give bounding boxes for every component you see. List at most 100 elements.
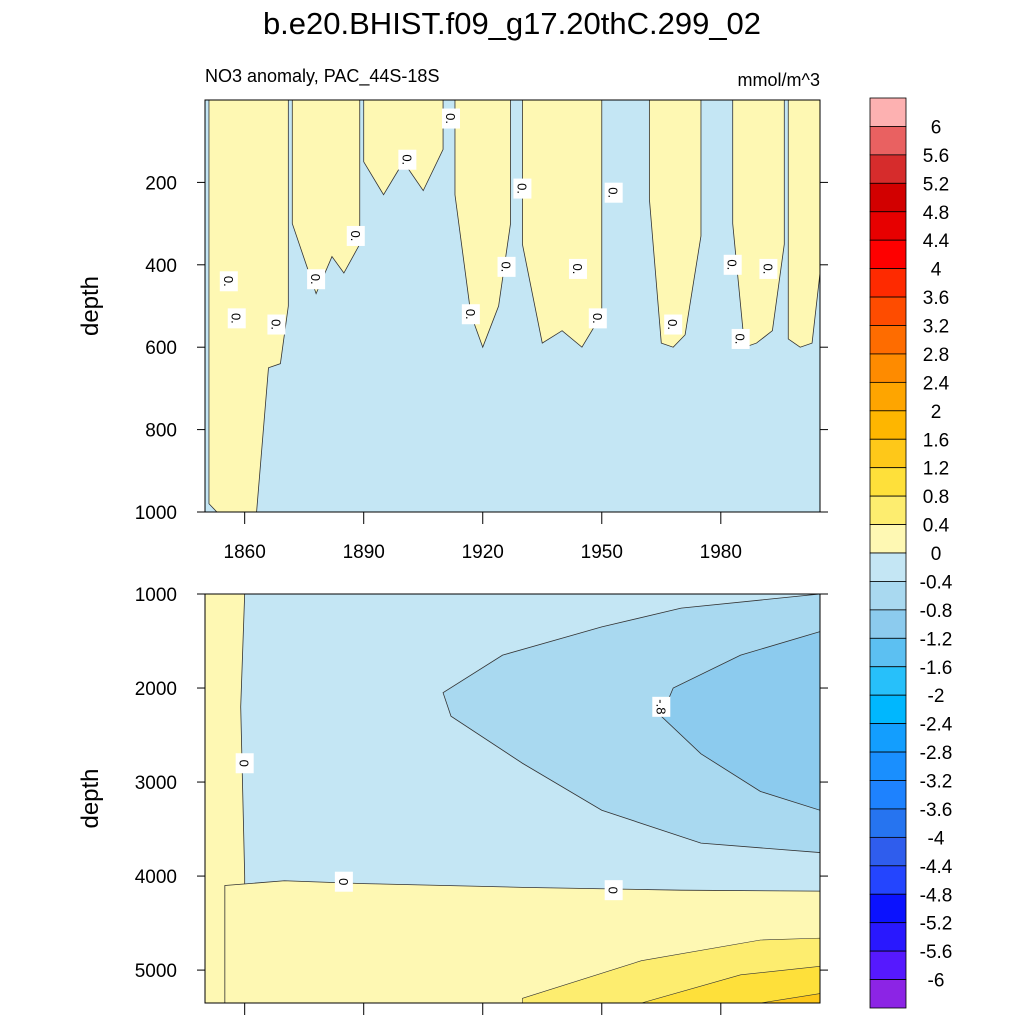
positive-band-3 [454, 100, 511, 349]
colorbar-label: 2.8 [923, 345, 949, 366]
colorbar-swatch [869, 381, 907, 412]
panel-lower-frame [204, 593, 821, 1004]
contour-label-text: 0 [606, 887, 621, 894]
contour-label-text: 0. [725, 259, 740, 270]
colorbar-swatch [869, 410, 907, 440]
colorbar-label: -3.2 [920, 772, 953, 793]
panel-lower-plot: 0 0 0 -.8 [205, 594, 820, 1003]
colorbar-label: 0.8 [923, 487, 949, 508]
colorbar-swatch [869, 893, 907, 924]
xtick-label: 1920 [462, 542, 504, 563]
colorbar-swatch [869, 211, 907, 241]
colorbar-swatch [869, 239, 907, 270]
negative-core [442, 594, 820, 853]
contour-label-text: 0. [443, 113, 458, 124]
colorbar-label: -2.4 [920, 715, 953, 736]
colorbar-swatch [869, 325, 907, 355]
colorbar-swatch [869, 666, 907, 696]
positive-band-2 [363, 100, 444, 196]
contour-label-text: 0. [514, 183, 529, 194]
colorbar-swatch [869, 865, 907, 895]
colorbar-label: -5.6 [920, 942, 953, 963]
positive-band-1 [291, 100, 361, 295]
colorbar-label: 3.6 [923, 288, 949, 309]
colorbar-swatch [869, 836, 907, 867]
contour-label: 0. [513, 178, 532, 199]
colorbar-label: -4 [928, 828, 945, 849]
yaxis-label: depth [77, 768, 104, 828]
ytick-label: 4000 [135, 867, 177, 888]
colorbar-swatch [869, 637, 907, 668]
colorbar-swatch [869, 552, 907, 582]
ytick-label: 600 [145, 338, 177, 359]
colorbar-label: 4 [931, 260, 942, 281]
colorbar-swatch [869, 723, 907, 753]
contour-label-text: 0. [570, 263, 585, 274]
colorbar-swatch [869, 694, 907, 725]
colorbar-label: 2 [931, 402, 942, 423]
colorbar-label: -2.8 [920, 743, 953, 764]
colorbar-label: -1.6 [920, 658, 953, 679]
colorbar-swatch [869, 950, 907, 980]
contour-label: 0. [723, 254, 742, 275]
ytick-label: 200 [145, 173, 177, 194]
colorbar-swatch [869, 268, 907, 298]
contour-label: 0 [604, 880, 623, 901]
contour-label-text: 0. [760, 263, 775, 274]
colorbar-label: 4.4 [923, 231, 950, 252]
positive-region-deep-4 [760, 993, 820, 1003]
xtick-label: 1950 [581, 542, 623, 563]
contour-label-text: 0 [237, 760, 252, 767]
contour-label: 0. [604, 182, 623, 203]
contour-label-text: 0. [348, 231, 363, 242]
colorbar-swatch [869, 780, 907, 810]
contour-label: -.8 [652, 696, 671, 717]
ytick-label: 5000 [135, 961, 177, 982]
contour-label-text: 0. [463, 309, 478, 320]
ytick-label: 400 [145, 256, 177, 277]
colorbar-label: 2.4 [923, 373, 950, 394]
positive-band-7 [787, 100, 820, 348]
colorbar-label: -0.8 [920, 601, 953, 622]
contour-label: 0. [346, 225, 365, 246]
colorbar-swatch [869, 296, 907, 326]
chart-subtitle: NO3 anomaly, PAC_44S-18S [205, 66, 439, 87]
contour-label-text: 0. [308, 274, 323, 285]
colorbar-label: 3.2 [923, 317, 949, 338]
colorbar-label: -3.6 [920, 800, 953, 821]
colorbar-swatch [869, 524, 907, 554]
contour-label: 0. [267, 314, 286, 335]
chart-title: b.e20.BHIST.f09_g17.20thC.299_02 [263, 6, 761, 41]
colorbar-swatch [869, 353, 907, 383]
colorbar-label: 0 [931, 544, 942, 565]
positive-band-4 [522, 100, 603, 348]
contour-label: 0. [568, 258, 587, 279]
positive-band-6 [732, 100, 785, 348]
colorbar-swatch [869, 126, 907, 156]
colorbar-swatch [869, 751, 907, 781]
colorbar-label: 1.2 [923, 459, 949, 480]
ytick-label: 1000 [135, 503, 177, 524]
contour-label-text: 0. [606, 187, 621, 198]
contour-label-text: 0. [665, 319, 680, 330]
contour-label-text: 0 [336, 878, 351, 885]
ytick-label: 800 [145, 421, 177, 442]
colorbar-label: -2 [928, 686, 945, 707]
xtick-label: 1980 [700, 542, 742, 563]
colorbar-swatch [869, 97, 907, 127]
contour-label-text: 0. [590, 313, 605, 324]
colorbar-label: -5.2 [920, 914, 953, 935]
contour-label: 0. [442, 108, 460, 129]
colorbar-swatch [869, 467, 907, 497]
positive-band-0 [208, 100, 289, 512]
contour-label: 0. [307, 269, 326, 290]
ytick-label: 1000 [135, 585, 177, 606]
contour-label: 0. [398, 149, 417, 170]
xtick-label: 1860 [224, 542, 266, 563]
colorbar-swatch [869, 495, 907, 525]
contour-label-text: 0. [221, 276, 236, 287]
negative-core-2 [660, 631, 820, 811]
colorbar-label: -1.2 [920, 629, 953, 650]
contour-label: 0. [588, 308, 607, 329]
